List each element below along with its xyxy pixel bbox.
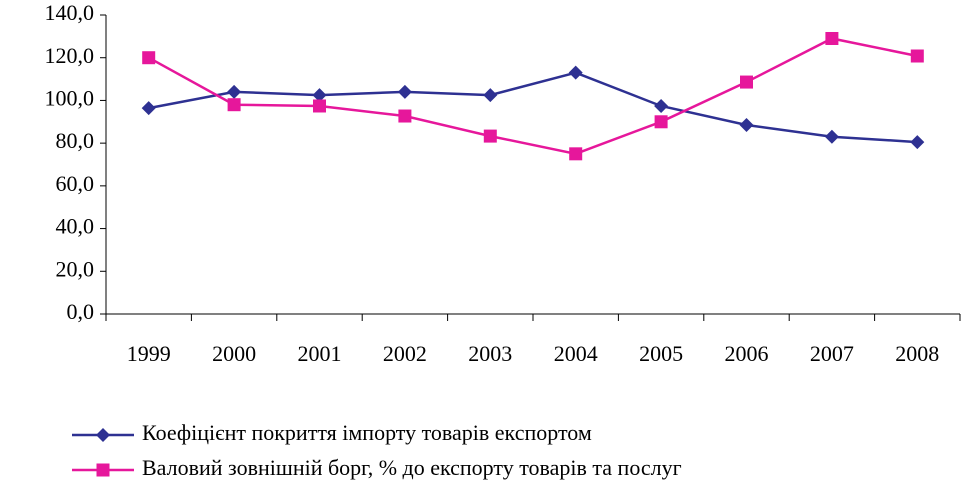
legend-marker — [96, 463, 110, 477]
x-tick-label: 2003 — [468, 341, 512, 366]
series-line — [148, 37, 918, 156]
y-tick-label: 100,0 — [45, 85, 95, 110]
legend-label: Коефіцієнт покриття імпорту товарів експ… — [142, 420, 592, 445]
point-marker — [825, 31, 839, 45]
y-tick-label: 80,0 — [56, 128, 95, 153]
point-marker — [397, 84, 412, 99]
point-marker — [312, 88, 327, 103]
point-marker — [313, 99, 326, 113]
x-tick-label: 2005 — [639, 341, 683, 366]
point-marker — [227, 98, 241, 112]
point-marker — [654, 98, 669, 113]
y-tick-label: 60,0 — [56, 171, 95, 196]
x-tick-label: 2002 — [383, 341, 427, 366]
point-marker — [910, 135, 925, 150]
x-tick-label: 2001 — [298, 341, 342, 366]
y-tick-label: 20,0 — [56, 256, 95, 281]
x-tick-label: 1999 — [127, 341, 171, 366]
y-tick-label: 0,0 — [67, 299, 95, 324]
y-tick-label: 40,0 — [56, 214, 95, 239]
y-tick-label: 120,0 — [45, 43, 95, 68]
legend-label: Валовий зовнішній борг, % до експорту то… — [142, 455, 682, 480]
point-marker — [227, 84, 242, 99]
x-tick-label: 2008 — [895, 341, 939, 366]
x-tick-label: 2004 — [554, 341, 598, 366]
x-tick-label: 2000 — [212, 341, 256, 366]
point-marker — [740, 75, 753, 89]
point-marker — [569, 147, 583, 161]
point-marker — [483, 129, 497, 143]
legend-marker — [96, 428, 110, 442]
point-marker — [739, 117, 754, 132]
x-tick-label: 2006 — [725, 341, 769, 366]
point-marker — [398, 109, 412, 123]
point-marker — [141, 101, 156, 116]
point-marker — [483, 88, 498, 103]
point-marker — [654, 115, 668, 129]
point-marker — [142, 51, 156, 65]
x-tick-label: 2007 — [810, 341, 854, 366]
point-marker — [910, 49, 924, 63]
series-line — [148, 71, 918, 144]
point-marker — [568, 65, 583, 80]
point-marker — [824, 129, 839, 144]
y-tick-label: 140,0 — [45, 0, 95, 25]
